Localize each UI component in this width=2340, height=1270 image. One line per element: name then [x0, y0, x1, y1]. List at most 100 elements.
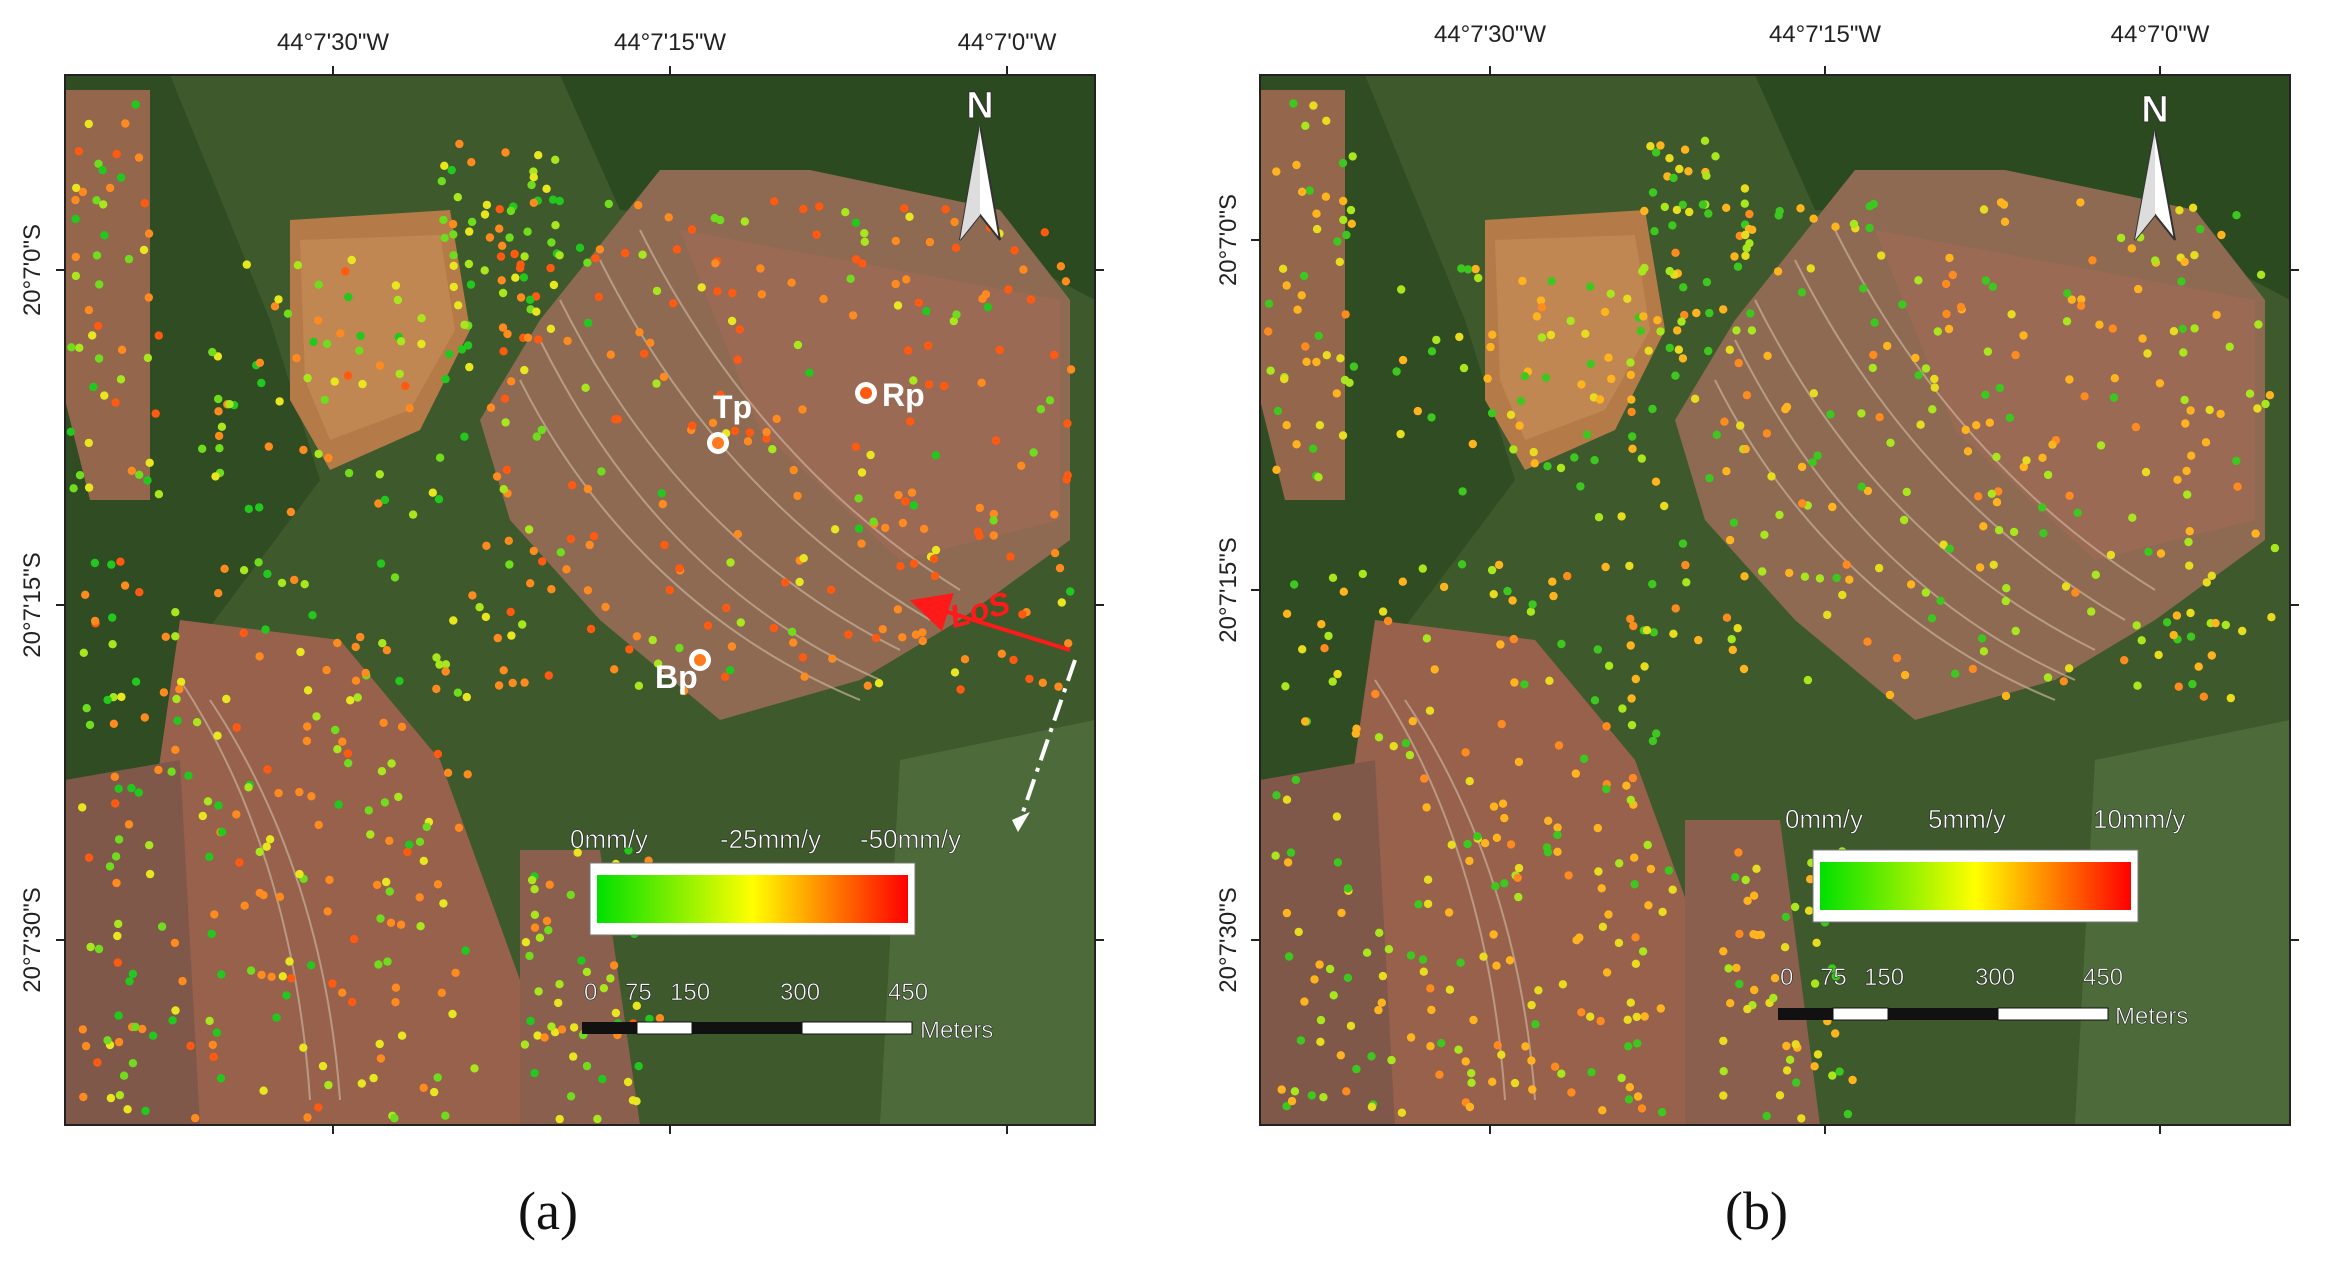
- ps-point: [1898, 300, 1907, 309]
- ps-point: [1843, 1109, 1853, 1119]
- ps-point: [1397, 1108, 1407, 1117]
- ps-point: [1010, 246, 1019, 255]
- ps-point: [1606, 289, 1615, 298]
- ps-point: [1414, 900, 1423, 909]
- ps-point: [435, 453, 445, 462]
- ps-point: [357, 1079, 366, 1088]
- ps-point: [1544, 816, 1553, 825]
- ps-point: [1785, 568, 1794, 578]
- ps-point: [826, 585, 836, 594]
- ps-point: [1740, 199, 1749, 208]
- ps-point: [116, 557, 125, 566]
- ps-point: [1981, 390, 1990, 399]
- ps-point: [1656, 327, 1665, 336]
- ps-point: [1640, 206, 1649, 216]
- ps-point: [175, 685, 184, 694]
- ps-point: [103, 1036, 112, 1045]
- ps-point: [1514, 757, 1524, 767]
- marker-label: Bp: [655, 659, 698, 695]
- ps-point: [1465, 777, 1474, 786]
- ps-point: [498, 288, 508, 298]
- ps-point: [449, 616, 458, 625]
- ps-point: [482, 541, 491, 550]
- ps-point: [1815, 574, 1825, 583]
- ps-point: [1679, 283, 1688, 292]
- ps-point: [1494, 560, 1504, 570]
- ps-point: [925, 237, 935, 247]
- ps-point: [2043, 470, 2053, 480]
- left-tick-label: 20°7'0"S: [19, 224, 46, 316]
- ps-point: [383, 957, 392, 966]
- ps-point: [2173, 475, 2182, 484]
- ps-point: [2108, 324, 2117, 333]
- ps-point: [405, 840, 414, 849]
- ps-point: [604, 199, 613, 209]
- ps-point: [857, 539, 866, 548]
- ps-point: [2180, 395, 2189, 405]
- ps-point: [394, 792, 403, 802]
- marker-label: Rp: [882, 377, 925, 413]
- ps-point: [1607, 374, 1616, 384]
- ps-point: [395, 369, 404, 379]
- ps-point: [232, 810, 241, 819]
- map-frame: [64, 74, 1096, 1126]
- ps-point: [338, 737, 347, 746]
- ps-point: [930, 571, 940, 581]
- ps-point: [733, 355, 742, 364]
- ps-point: [1579, 754, 1589, 763]
- ps-point: [1800, 572, 1810, 581]
- ps-point: [1066, 365, 1076, 374]
- ps-point: [1335, 257, 1344, 267]
- ps-point: [1627, 694, 1636, 703]
- ps-point: [113, 958, 123, 967]
- ps-point: [2233, 482, 2242, 491]
- ps-point: [1543, 462, 1552, 471]
- map-svg-b: 44°7'30"W 44°7'15"W 44°7'0"W 20°7'0"S 20…: [1215, 21, 2299, 1134]
- ps-point: [924, 341, 933, 350]
- ps-point: [1892, 653, 1902, 663]
- ps-point: [1673, 326, 1682, 335]
- ps-point: [353, 693, 362, 702]
- ps-point: [2162, 618, 2172, 627]
- ps-point: [973, 527, 983, 536]
- ps-point: [1586, 282, 1595, 291]
- ps-point: [505, 560, 514, 569]
- ps-point: [1280, 374, 1289, 384]
- ps-point: [88, 331, 97, 340]
- ps-point: [1567, 1088, 1576, 1097]
- ps-point: [1505, 956, 1515, 965]
- ps-point: [184, 771, 193, 780]
- map-svg-a: 44°7'30"W 44°7'15"W 44°7'0"W 20°7'0"S 20…: [19, 29, 1104, 1134]
- ps-point: [1447, 840, 1456, 849]
- ps-point: [1576, 482, 1585, 491]
- ps-point: [1886, 438, 1895, 447]
- ps-point: [454, 301, 463, 310]
- ps-point: [874, 679, 884, 688]
- ps-point: [116, 173, 126, 182]
- ps-point: [449, 282, 458, 292]
- ps-point: [1418, 955, 1428, 964]
- left-tick-label: 20°7'30"S: [1215, 887, 1242, 992]
- ps-point: [1527, 1000, 1536, 1010]
- ps-point: [1492, 961, 1501, 970]
- ps-point: [267, 972, 276, 981]
- ps-point: [1598, 922, 1608, 931]
- ps-point: [1487, 565, 1497, 575]
- ps-point: [1602, 722, 1611, 731]
- ps-point: [904, 346, 913, 355]
- ps-point: [343, 749, 353, 758]
- ps-point: [727, 642, 737, 651]
- ps-point: [697, 283, 706, 292]
- ps-point: [1291, 775, 1301, 785]
- ps-point: [468, 591, 477, 600]
- ps-point: [743, 437, 753, 446]
- ps-point: [290, 575, 299, 585]
- left-tick-label: 20°7'30"S: [19, 887, 46, 992]
- ps-point: [396, 337, 406, 346]
- ps-point: [78, 1025, 88, 1034]
- ps-point: [417, 339, 426, 349]
- ps-point: [1669, 173, 1678, 183]
- ps-point: [482, 200, 492, 210]
- ps-point: [582, 1061, 592, 1071]
- ps-point: [464, 259, 474, 269]
